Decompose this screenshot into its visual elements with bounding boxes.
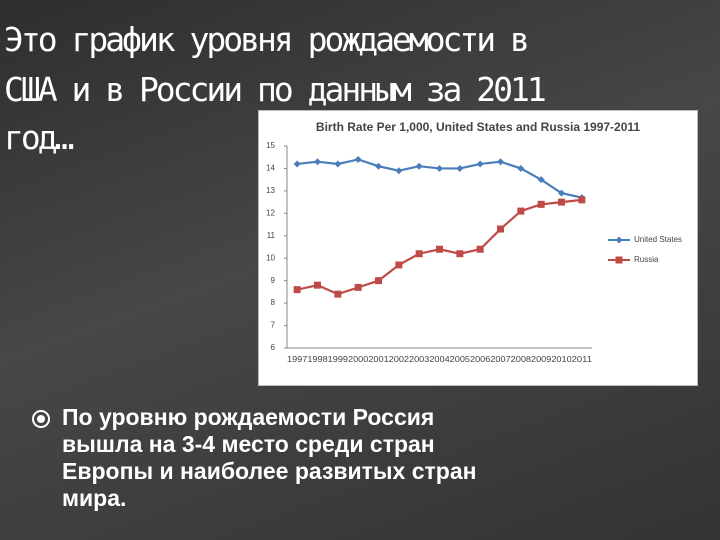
y-tick-label: 8	[271, 298, 276, 307]
data-point	[375, 277, 382, 285]
data-point	[415, 162, 423, 170]
data-point	[537, 200, 545, 208]
data-point	[517, 164, 525, 172]
data-point	[293, 160, 301, 168]
data-point	[517, 207, 525, 215]
data-point	[436, 245, 443, 253]
x-tick-label: 2008	[511, 355, 532, 364]
x-tick-label: 2004	[429, 355, 450, 364]
x-tick-label: 1998	[307, 355, 328, 364]
data-point	[314, 158, 321, 166]
data-point	[578, 196, 586, 204]
y-tick-label: 6	[271, 343, 276, 352]
y-tick-label: 13	[266, 186, 275, 195]
y-tick-label: 10	[266, 253, 275, 262]
legend-label: Russia	[634, 255, 659, 264]
data-point	[375, 162, 382, 170]
data-point	[558, 189, 565, 197]
y-tick-label: 9	[271, 276, 276, 285]
data-point	[314, 281, 321, 289]
y-tick-label: 7	[271, 321, 276, 330]
bullet-icon	[32, 410, 50, 428]
x-tick-label: 1997	[287, 355, 308, 364]
data-point	[334, 160, 342, 168]
y-tick-label: 15	[266, 141, 275, 150]
x-tick-label: 2007	[490, 355, 511, 364]
data-point	[476, 160, 484, 168]
data-point	[558, 198, 565, 206]
x-tick-label: 2003	[409, 355, 430, 364]
data-point	[293, 286, 301, 294]
data-point	[456, 250, 464, 258]
chart-title: Birth Rate Per 1,000, United States and …	[316, 120, 640, 134]
x-tick-label: 2005	[450, 355, 471, 364]
x-tick-label: 2011	[572, 355, 593, 364]
y-tick-label: 14	[266, 164, 275, 173]
x-tick-label: 2002	[389, 355, 410, 364]
legend-marker	[615, 256, 623, 264]
data-point	[456, 164, 464, 172]
legend-marker	[615, 236, 623, 244]
data-point	[354, 283, 362, 291]
x-tick-label: 2010	[551, 355, 572, 364]
bullet-text: мира.	[62, 485, 127, 511]
chart: Birth Rate Per 1,000, United States and …	[258, 110, 698, 386]
y-tick-label: 12	[266, 208, 275, 217]
bullet-text: Европы и наиболее развитых стран	[62, 458, 477, 484]
data-point	[334, 290, 342, 298]
data-point	[436, 164, 443, 172]
data-point	[415, 250, 423, 258]
slide-title: год…	[4, 118, 75, 157]
x-tick-label: 1999	[328, 355, 349, 364]
bullet-text: вышла на 3-4 место среди стран	[62, 431, 435, 457]
legend-label: United States	[634, 235, 682, 244]
y-tick-label: 11	[267, 231, 276, 240]
data-point	[497, 225, 504, 233]
data-point	[537, 176, 545, 184]
data-point	[497, 158, 504, 166]
slide-title: Это график уровня рождаемости в	[4, 20, 530, 59]
bullet-text: По уровню рождаемости Россия	[62, 404, 435, 430]
x-tick-label: 2000	[348, 355, 369, 364]
slide-title: США и в России по данным за 2011	[4, 70, 547, 109]
x-tick-label: 2009	[531, 355, 552, 364]
data-point	[395, 261, 403, 269]
x-tick-label: 2006	[470, 355, 491, 364]
data-point	[395, 167, 403, 175]
data-point	[354, 155, 362, 163]
data-point	[476, 245, 484, 253]
x-tick-label: 2001	[368, 355, 389, 364]
